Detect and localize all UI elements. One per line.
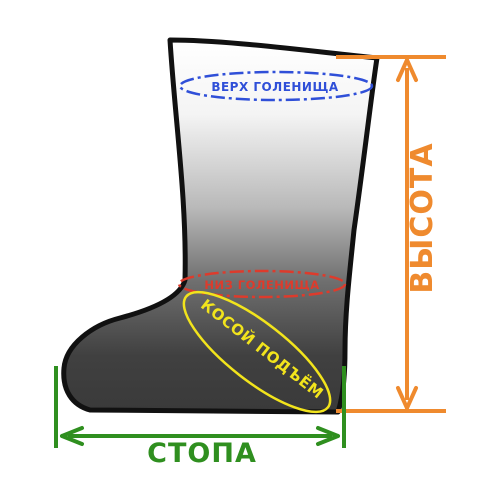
boot-silhouette bbox=[61, 37, 380, 415]
bottom-of-shaft-label: НИЗ ГОЛЕНИЩА bbox=[204, 278, 319, 292]
foot-length-label: СТОПА bbox=[147, 438, 257, 469]
foot-length-dimension bbox=[54, 366, 346, 448]
bottom-of-shaft-ellipse bbox=[177, 269, 347, 299]
top-of-shaft-ellipse bbox=[178, 70, 374, 102]
top-of-shaft-label: ВЕРХ ГОЛЕНИЩА bbox=[211, 80, 339, 94]
instep-ellipse bbox=[182, 290, 332, 414]
height-label: ВЫСОТА bbox=[405, 142, 440, 293]
height-dimension bbox=[336, 55, 446, 413]
